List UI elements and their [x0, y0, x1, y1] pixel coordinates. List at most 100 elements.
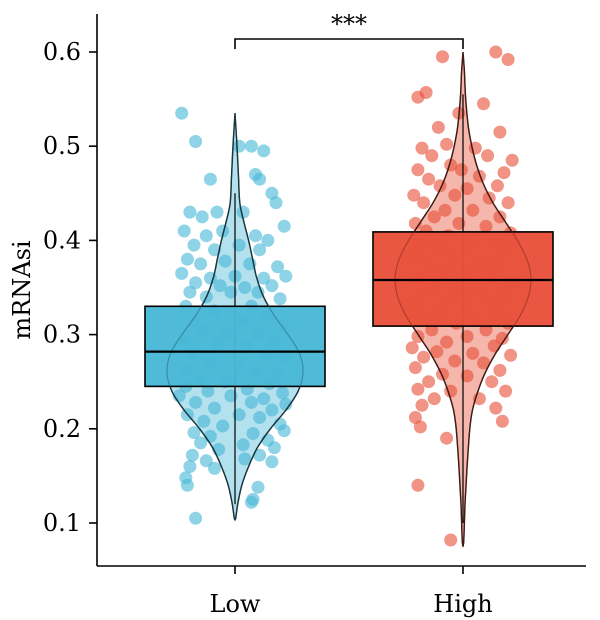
data-point-low: [216, 224, 230, 238]
data-point-high: [440, 431, 454, 445]
data-point-low: [253, 411, 267, 424]
data-point-high: [405, 341, 419, 355]
data-point-low: [208, 461, 221, 475]
data-point-low: [197, 414, 211, 428]
data-point-high: [427, 392, 441, 406]
data-point-low: [277, 219, 291, 233]
data-point-low: [201, 384, 215, 398]
data-point-high: [481, 149, 495, 163]
box-low: [144, 305, 326, 388]
data-point-high: [489, 401, 503, 415]
data-point-high: [448, 354, 462, 368]
data-point-low: [203, 172, 217, 186]
data-point-low: [189, 511, 203, 525]
data-point-low: [195, 210, 209, 224]
data-point-low: [180, 478, 194, 492]
data-point-low: [276, 386, 290, 400]
y-axis-title: mRNAsi: [8, 240, 36, 339]
data-point-high: [444, 533, 458, 547]
data-point-low: [199, 454, 213, 468]
significance-label: ***: [331, 10, 367, 38]
violin-overlay-high: [394, 51, 532, 548]
data-point-high: [407, 188, 421, 202]
data-point-high: [490, 179, 504, 193]
data-point-high: [422, 375, 436, 389]
data-point-high: [431, 120, 445, 134]
data-point-low: [238, 281, 252, 294]
x-tick-label-high: High: [433, 590, 492, 618]
y-tick-label: 0.4: [43, 226, 81, 254]
data-point-low: [236, 205, 250, 219]
data-point-low: [253, 243, 267, 257]
data-point-high: [499, 384, 513, 398]
data-point-low: [265, 403, 279, 417]
data-point-low: [269, 196, 283, 210]
data-point-high: [505, 153, 519, 167]
data-point-low: [251, 285, 265, 299]
y-tick-label: 0.6: [43, 38, 81, 66]
data-point-high: [411, 163, 425, 177]
violin-overlay-low: [166, 113, 304, 521]
data-point-low: [238, 452, 252, 466]
data-point-high: [425, 149, 439, 163]
data-point-high: [497, 166, 511, 180]
data-point-low: [194, 436, 208, 450]
data-point-low: [224, 285, 238, 299]
data-point-low: [257, 271, 271, 285]
data-point-high: [440, 137, 454, 151]
data-point-high: [454, 163, 468, 177]
data-point-low: [279, 397, 293, 411]
data-point-low: [185, 448, 199, 462]
data-point-low: [224, 389, 238, 403]
data-point-high: [493, 363, 507, 377]
data-point-high: [427, 210, 441, 224]
data-point-low: [213, 279, 227, 293]
data-point-high: [444, 158, 458, 172]
data-point-low: [249, 229, 262, 243]
data-point-high: [411, 382, 425, 396]
y-tick-label: 0.3: [43, 321, 81, 349]
data-point-high: [448, 188, 462, 202]
data-point-high: [460, 330, 474, 343]
data-point-high: [415, 141, 429, 155]
data-point-low: [175, 106, 189, 120]
data-point-low: [218, 254, 232, 268]
data-point-low: [232, 139, 246, 153]
ticks-layer: Low High 0.1 0.2 0.3 0.4 0.5 0.6: [43, 38, 493, 618]
data-point-high: [501, 53, 515, 66]
data-point-high: [501, 196, 515, 210]
data-point-low: [246, 427, 260, 440]
data-point-high: [452, 216, 466, 230]
data-point-high: [495, 331, 509, 345]
data-point-low: [253, 172, 267, 186]
y-tick-label: 0.2: [43, 415, 81, 443]
data-point-high: [436, 50, 449, 64]
boxes-layer: [144, 51, 554, 548]
significance-bracket: [234, 38, 464, 49]
data-point-low: [175, 266, 189, 280]
data-point-low: [253, 448, 267, 462]
data-point-high: [408, 216, 422, 230]
data-point-low: [189, 395, 203, 409]
data-point-high: [495, 414, 509, 428]
data-point-low: [251, 480, 265, 494]
data-point-low: [183, 205, 197, 219]
data-point-high: [438, 203, 452, 217]
data-point-low: [189, 135, 203, 148]
data-point-high: [493, 210, 507, 224]
data-point-low: [257, 392, 271, 406]
data-point-low: [177, 224, 191, 238]
data-point-high: [460, 369, 474, 383]
data-point-high: [477, 356, 490, 370]
data-point-high: [472, 169, 486, 183]
data-point-high: [477, 97, 490, 111]
data-point-high: [415, 398, 429, 412]
data-point-low: [244, 495, 258, 509]
axes-layer: [96, 14, 586, 567]
data-point-low: [189, 276, 203, 290]
data-point-low: [244, 395, 258, 409]
data-point-low: [277, 424, 291, 438]
data-point-high: [485, 375, 499, 389]
